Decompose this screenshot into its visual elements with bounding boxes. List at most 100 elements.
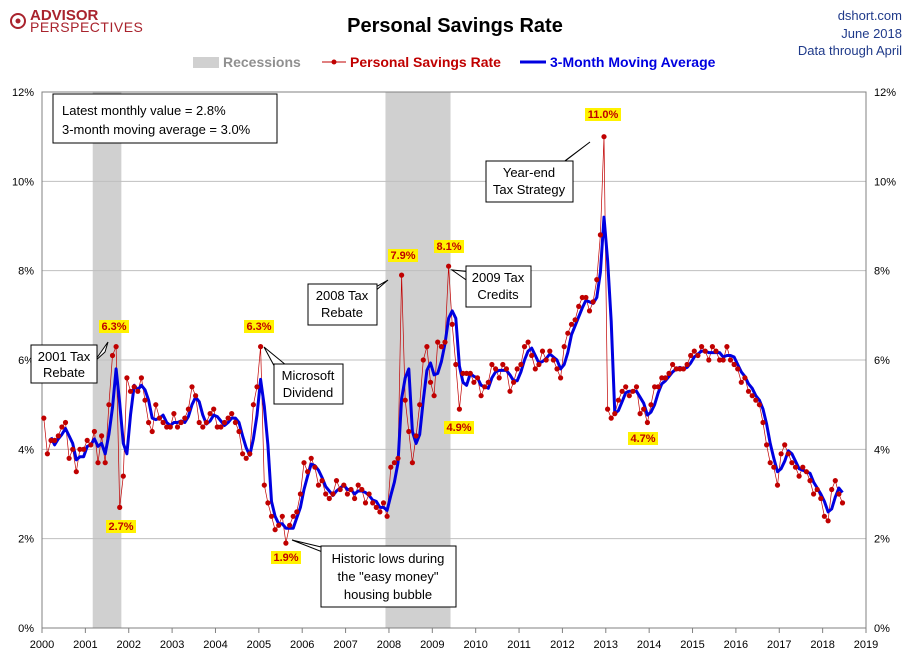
legend-ma-label: 3-Month Moving Average — [550, 54, 716, 70]
x-tick-label: 2012 — [550, 639, 574, 651]
x-tick-label: 2013 — [594, 639, 618, 651]
x-tick-label: 2010 — [463, 639, 487, 651]
data-point — [550, 357, 557, 363]
data-point — [821, 513, 828, 519]
data-point — [323, 491, 329, 497]
x-tick-label: 2015 — [680, 639, 704, 651]
data-point — [435, 339, 441, 345]
data-point — [156, 415, 163, 421]
y-tick-label: 8% — [18, 266, 34, 278]
x-tick-label: 2002 — [116, 639, 140, 651]
y-tick-label-right: 2% — [874, 534, 890, 546]
data-point — [438, 344, 444, 350]
data-point — [792, 464, 799, 470]
source-label: dshort.com — [838, 8, 902, 23]
data-point — [62, 419, 69, 426]
data-point — [547, 348, 553, 354]
data-point — [521, 344, 528, 350]
data-point — [402, 397, 408, 403]
data-point — [532, 366, 538, 372]
data-point — [493, 366, 499, 372]
legend: Recessions Personal Savings Rate 3-Month… — [193, 54, 716, 70]
data-point — [529, 352, 535, 359]
data-point — [601, 134, 607, 140]
data-point — [164, 424, 170, 430]
data-point — [670, 361, 676, 368]
x-tick-label: 2005 — [247, 639, 271, 651]
date-label: June 2018 — [841, 26, 902, 41]
data-point — [127, 388, 134, 394]
data-point — [409, 460, 415, 466]
data-point — [221, 419, 228, 426]
data-point — [258, 344, 264, 350]
data-point — [240, 451, 246, 457]
data-point — [825, 518, 831, 524]
data-point — [594, 277, 600, 283]
data-point — [586, 308, 593, 314]
data-point — [652, 384, 658, 390]
data-point — [800, 464, 806, 470]
data-point — [232, 419, 238, 426]
data-point — [70, 446, 76, 452]
data-point — [88, 442, 94, 448]
data-point — [514, 366, 520, 372]
data-point — [554, 366, 560, 372]
callout-lows-line1: Historic lows during — [332, 551, 445, 566]
highlight-label: 8.1% — [434, 240, 464, 253]
data-point — [330, 491, 336, 497]
data-point — [193, 393, 199, 399]
data-point — [81, 446, 87, 452]
data-point — [196, 419, 202, 426]
data-point — [662, 375, 669, 381]
callout-microsoft-line1: Microsoft — [282, 368, 335, 383]
data-point — [294, 509, 300, 515]
data-point — [417, 402, 423, 408]
callout-microsoft-line2: Dividend — [283, 385, 334, 400]
svg-text:8.1%: 8.1% — [436, 241, 461, 253]
data-point — [315, 482, 322, 488]
data-point — [247, 451, 253, 457]
data-point — [431, 393, 437, 399]
data-point — [102, 460, 108, 466]
y-tick-label-right: 6% — [874, 355, 890, 367]
svg-text:4.7%: 4.7% — [630, 433, 655, 445]
data-point — [312, 464, 318, 470]
data-point — [702, 348, 708, 354]
svg-text:7.9%: 7.9% — [390, 250, 415, 262]
data-point — [117, 504, 123, 510]
data-point — [131, 384, 137, 390]
data-point — [95, 460, 101, 466]
data-point — [717, 357, 723, 363]
data-point — [807, 478, 813, 484]
y-tick-label: 4% — [18, 444, 34, 456]
data-point — [395, 455, 401, 461]
advisor-perspectives-logo: ADVISOR PERSPECTIVES — [10, 7, 143, 35]
data-point — [727, 357, 734, 363]
x-tick-label: 2006 — [290, 639, 314, 651]
data-point — [290, 513, 296, 519]
callout-year-end-tax-strategy: Year-end Tax Strategy — [485, 141, 591, 203]
data-point — [803, 469, 810, 475]
data-point — [829, 486, 835, 493]
data-point — [138, 375, 144, 381]
x-tick-label: 2016 — [724, 639, 748, 651]
data-point — [265, 500, 271, 506]
data-point — [268, 513, 275, 519]
x-tick-label: 2004 — [203, 639, 227, 651]
data-point — [709, 344, 716, 350]
y-axis-right: 0% 2% 4% 6% 8% 10% 12% — [874, 87, 896, 635]
callout-2008-tax-rebate: 2008 Tax Rebate — [307, 279, 389, 326]
data-point — [641, 406, 647, 412]
data-point — [276, 522, 282, 528]
y-tick-label-right: 8% — [874, 266, 890, 278]
callout-microsoft-dividend: Microsoft Dividend — [263, 346, 344, 405]
data-point — [305, 469, 311, 475]
callout-2001-tax-rebate: 2001 Tax Rebate — [30, 341, 109, 384]
y-tick-label-right: 10% — [874, 176, 896, 188]
highlight-labels: 6.3% 2.7% 6.3% 1.9% 7.9% 8.1% 4.9% 11.0%… — [99, 108, 658, 564]
data-point — [399, 272, 405, 278]
plot-area: 0%2%4%6%8%10%12% 0%2%4%6%8%10%12% 2000 20… — [12, 87, 896, 651]
chart-title: Personal Savings Rate — [347, 15, 563, 37]
data-point — [225, 415, 231, 421]
